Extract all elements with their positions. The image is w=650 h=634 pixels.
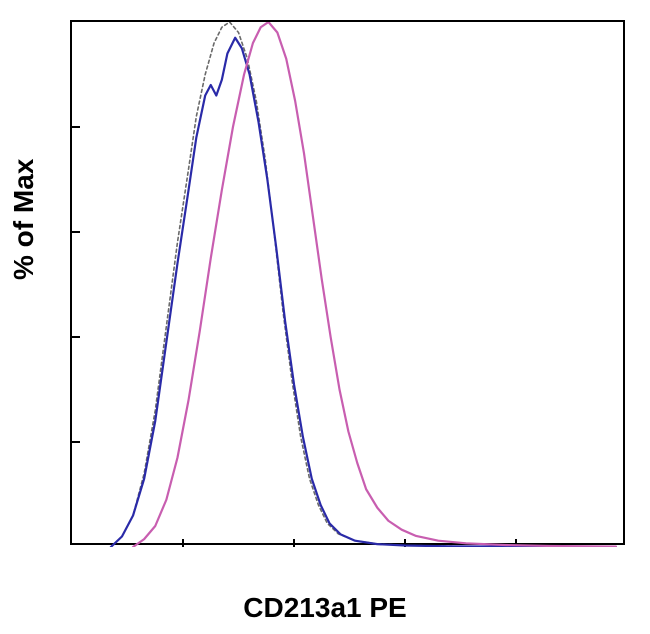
plot-area: [70, 20, 625, 545]
chart-container: [70, 20, 625, 545]
series-cd213a1-pe-stained: [133, 22, 616, 547]
series-isotype-control: [111, 22, 616, 547]
series-unstained: [111, 38, 616, 547]
y-axis-label: % of Max: [8, 159, 40, 280]
x-axis-label: CD213a1 PE: [0, 592, 650, 624]
histogram-curves: [72, 22, 627, 547]
